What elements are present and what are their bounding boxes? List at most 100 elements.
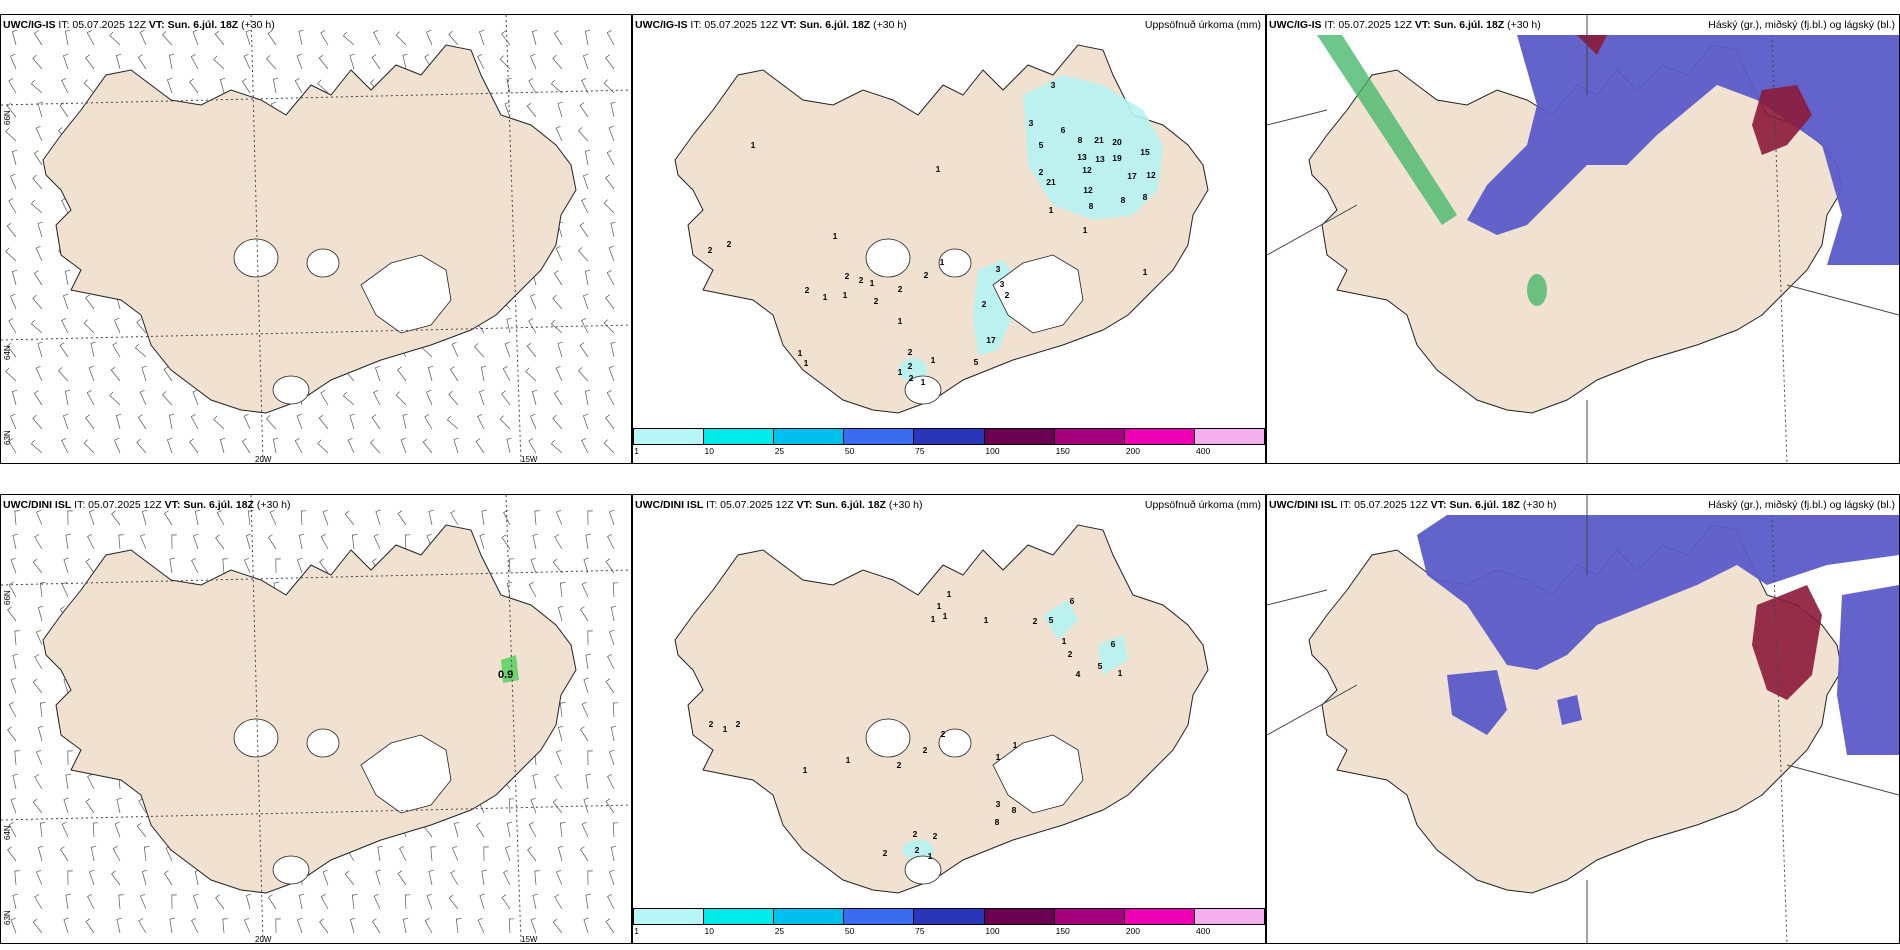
- wind-barb: [559, 702, 566, 718]
- wind-barb: [555, 245, 563, 262]
- precip-value: 21: [1094, 135, 1104, 145]
- wind-barb: [532, 533, 538, 550]
- wind-barb: [342, 31, 355, 46]
- wind-barb: [215, 534, 225, 550]
- wind-barb: [508, 558, 515, 574]
- panel-precip-igis: 3 3 6 8 5 21 20 13 13 19 15 12 2 21 12 17 12 8 8 8 1 1 1 1 1 2 2 1 2…: [632, 14, 1266, 464]
- colorbar-segment: [1054, 428, 1125, 445]
- wind-barb: [85, 414, 95, 430]
- wind-barb: [532, 893, 538, 910]
- wind-barb: [606, 389, 615, 406]
- wind-barb: [506, 821, 513, 838]
- precip-value: 2: [859, 275, 864, 285]
- wind-barb: [479, 893, 485, 910]
- wind-barb: [109, 31, 121, 46]
- precip-colorbar: [633, 908, 1265, 925]
- wind-barb: [610, 725, 617, 742]
- wind-barb: [213, 415, 225, 430]
- colorbar-label: 150: [1055, 446, 1070, 456]
- wind-barb: [35, 245, 43, 262]
- wind-barb: [87, 773, 95, 790]
- wind-barb: [553, 30, 563, 46]
- wind-barb: [298, 893, 305, 910]
- precip-value: 8: [1078, 135, 1083, 145]
- wind-barb: [526, 342, 537, 358]
- wind-barb: [67, 870, 73, 886]
- wind-barb: [528, 821, 537, 838]
- wind-barb: [247, 510, 254, 526]
- precip-value: 2: [923, 745, 928, 755]
- wind-barb: [169, 918, 175, 934]
- wind-barb: [110, 366, 121, 382]
- cloud-map: [1267, 15, 1899, 463]
- wind-barb: [65, 534, 71, 550]
- colorbar-segment: [1194, 428, 1265, 445]
- wind-barb: [32, 414, 43, 430]
- precip-value: 8: [1121, 195, 1126, 205]
- wind-barb: [118, 534, 124, 550]
- precip-colorbar: [633, 428, 1265, 445]
- wind-barb: [554, 774, 563, 790]
- wind-barb: [166, 77, 173, 94]
- wind-barb: [610, 101, 616, 118]
- wind-barb: [219, 77, 226, 94]
- iceland-land: [674, 524, 1209, 894]
- wind-barb: [32, 54, 43, 70]
- precip-value: 5: [1049, 615, 1054, 625]
- wind-barb: [294, 437, 303, 454]
- colorbar-segment: [774, 908, 845, 925]
- wind-barb: [8, 821, 17, 838]
- wind-barb: [581, 437, 589, 454]
- wind-barb: [168, 53, 175, 70]
- wind-barb: [579, 222, 589, 238]
- wind-barb: [501, 894, 511, 910]
- wind-barb: [499, 55, 511, 70]
- wind-barb: [501, 30, 511, 46]
- colorbar-segment: [704, 428, 775, 445]
- colorbar-segment: [774, 428, 845, 445]
- wind-barb: [550, 79, 563, 94]
- wind-barb: [138, 918, 147, 934]
- wind-barb: [404, 534, 411, 550]
- wind-barb: [426, 389, 433, 406]
- wind-barb: [244, 917, 251, 934]
- wind-barb: [612, 702, 619, 718]
- wind-barb: [63, 917, 69, 934]
- wind-barb: [479, 533, 485, 550]
- lon-label-20w: 20W: [255, 455, 272, 464]
- wind-barb: [10, 53, 17, 70]
- wind-barb: [58, 367, 69, 382]
- precip-value: 5: [1039, 140, 1044, 150]
- wind-barb: [59, 102, 69, 118]
- wind-barb: [578, 127, 589, 142]
- wind-barb: [67, 510, 73, 526]
- colorbar-label: 100: [985, 926, 1000, 936]
- wind-barb: [169, 558, 175, 574]
- wind-barb: [37, 221, 43, 238]
- wind-barb: [90, 341, 96, 358]
- precip-value: 13: [1095, 154, 1105, 164]
- colorbar-label: 10: [704, 926, 714, 936]
- lon-label-15w: 15W: [521, 455, 538, 464]
- wind-barb: [582, 173, 589, 190]
- precip-value: 1: [823, 292, 828, 302]
- precip-value: 2: [883, 848, 888, 858]
- panel-field-title: Uppsöfnuð úrkoma (mm): [1144, 499, 1261, 511]
- wind-barb: [36, 629, 43, 646]
- wind-barb: [582, 53, 589, 70]
- wind-barb: [8, 438, 17, 454]
- wind-barb: [317, 79, 329, 94]
- iceland-land: [1308, 44, 1843, 414]
- precip-value: 1: [804, 358, 809, 368]
- wind-barb: [534, 510, 540, 526]
- wind-barb: [349, 917, 356, 934]
- colorbar-segment: [1124, 908, 1195, 925]
- wind-barb: [603, 439, 615, 454]
- precip-value: 1: [870, 278, 875, 288]
- wind-barb: [506, 317, 512, 334]
- wind-barb: [342, 391, 355, 406]
- wind-barb: [171, 894, 177, 910]
- wind-barb: [531, 389, 538, 406]
- wind-barb: [605, 294, 615, 310]
